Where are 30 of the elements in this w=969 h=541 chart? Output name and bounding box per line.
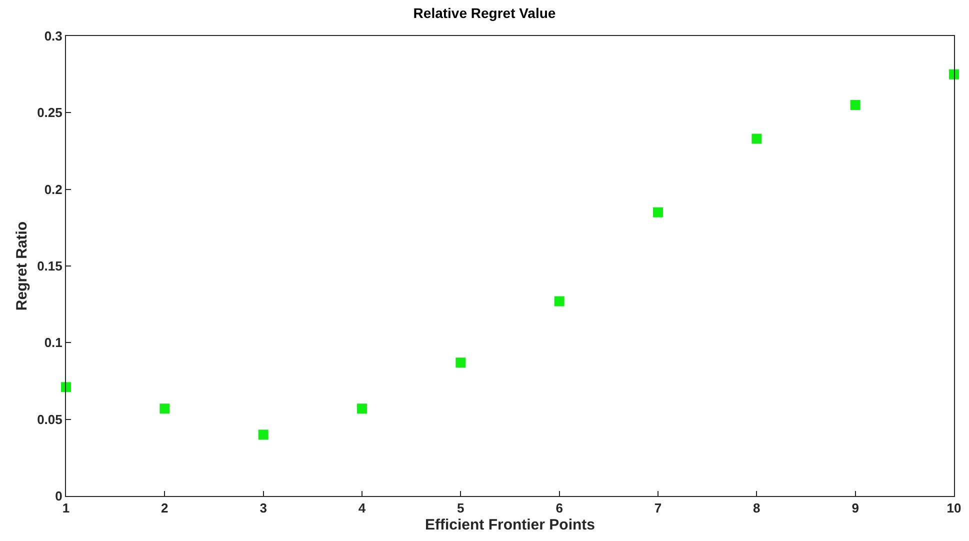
x-tick-label: 10 [946, 500, 962, 516]
x-tick-label: 2 [161, 500, 168, 516]
point [258, 430, 268, 440]
x-tick-label: 9 [852, 500, 859, 516]
y-tick-label: 0.15 [37, 258, 62, 274]
y-tick-label: 0.3 [44, 28, 62, 44]
point [357, 404, 367, 414]
x-tick-label: 7 [654, 500, 662, 516]
y-tick-label: 0.05 [37, 412, 62, 427]
point [160, 404, 170, 414]
point [61, 382, 71, 392]
y-tick-label: 0.2 [44, 182, 62, 197]
x-tick-label: 1 [62, 500, 70, 516]
x-axis-title: Efficient Frontier Points [424, 516, 596, 534]
point [752, 134, 762, 144]
x-tick-label: 3 [260, 500, 267, 516]
point [554, 296, 564, 306]
x-tick-label: 4 [358, 500, 366, 516]
chart-title: Relative Regret Value [413, 4, 556, 21]
y-tick-label: 0.25 [37, 105, 62, 120]
point [949, 69, 959, 80]
point [653, 207, 663, 218]
y-tick-label: 0.1 [44, 335, 62, 350]
x-tick-label: 6 [556, 500, 563, 516]
y-tick-label: 0 [55, 488, 62, 504]
x-tick-label: 8 [753, 500, 760, 516]
y-axis-title: Regret Ratio [13, 221, 30, 311]
x-tick-label: 5 [457, 500, 464, 516]
point [456, 358, 466, 368]
point [850, 100, 860, 110]
